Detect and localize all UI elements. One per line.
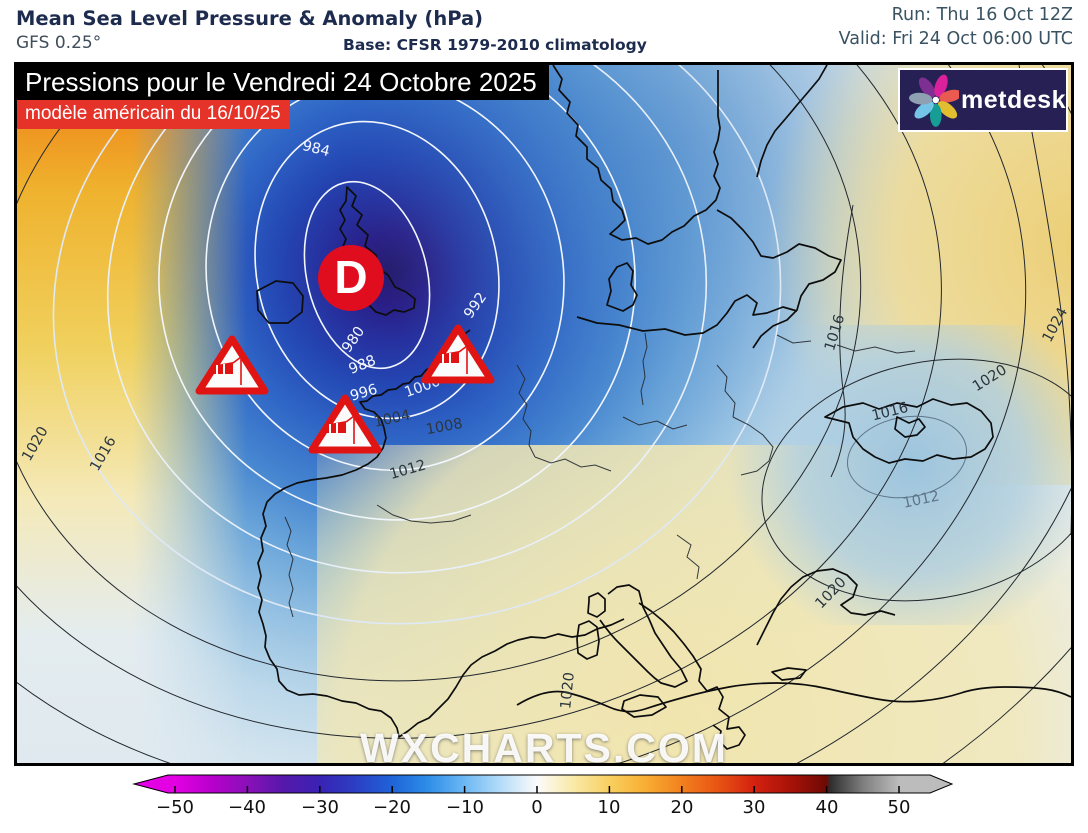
metdesk-logo: metdesk: [898, 68, 1068, 132]
colorbar-tick-label: −50: [156, 797, 194, 818]
isobar-label: 1008: [425, 416, 464, 438]
page-title: Mean Sea Level Pressure & Anomaly (hPa): [16, 7, 484, 30]
model-label: GFS 0.25°: [16, 33, 102, 53]
colorbar-ticks: [174, 786, 900, 793]
metdesk-pinwheel-icon: [909, 74, 960, 127]
wxcharts-watermark: WXCHARTS.COM: [360, 725, 728, 766]
coastlines: [256, 65, 1071, 750]
anomaly-colorbar: [132, 774, 954, 794]
colorbar-tick-label: 20: [670, 797, 694, 818]
wind-warning-icon: [421, 324, 495, 384]
wind-warning-icon: [195, 335, 269, 395]
map-title-banner: Pressions pour le Vendredi 24 Octobre 20…: [17, 65, 549, 100]
colorbar-tick-label: −30: [301, 797, 339, 818]
colorbar-tick-label: −40: [228, 797, 266, 818]
colorbar-tick-label: −20: [373, 797, 411, 818]
isobar-label: 1004: [372, 407, 411, 430]
country-borders: [284, 332, 916, 618]
model-run-banner: modèle américain du 16/10/25: [17, 100, 290, 129]
wind-warning-icon: [308, 394, 382, 454]
colorbar-tick-label: 30: [742, 797, 766, 818]
climatology-base-label: Base: CFSR 1979-2010 climatology: [343, 36, 647, 54]
colorbar-tick-label: 40: [815, 797, 839, 818]
isobar-label: 1012: [901, 488, 940, 511]
metdesk-logo-text: metdesk: [961, 85, 1066, 114]
colorbar-tick-label: −10: [446, 797, 484, 818]
isobar-label: 996: [348, 382, 379, 405]
run-time-label: Run: Thu 16 Oct 12Z: [891, 5, 1073, 25]
isobars-outer: [17, 65, 1071, 763]
colorbar-tick-label: 0: [531, 797, 543, 818]
valid-time-label: Valid: Fri 24 Oct 06:00 UTC: [838, 29, 1073, 49]
colorbar-tick-label: 10: [597, 797, 621, 818]
map-canvas: 984 980 988 992 996 1000 1004 1008 1012 …: [14, 62, 1074, 766]
low-pressure-marker: D: [318, 245, 384, 311]
pressure-anomaly-field: 984 980 988 992 996 1000 1004 1008 1012 …: [17, 65, 1071, 763]
isobar-label: 984: [301, 138, 332, 160]
isobar-label: 1020: [558, 671, 578, 709]
isobars-low: [52, 65, 782, 625]
colorbar-tick-label: 50: [887, 797, 911, 818]
